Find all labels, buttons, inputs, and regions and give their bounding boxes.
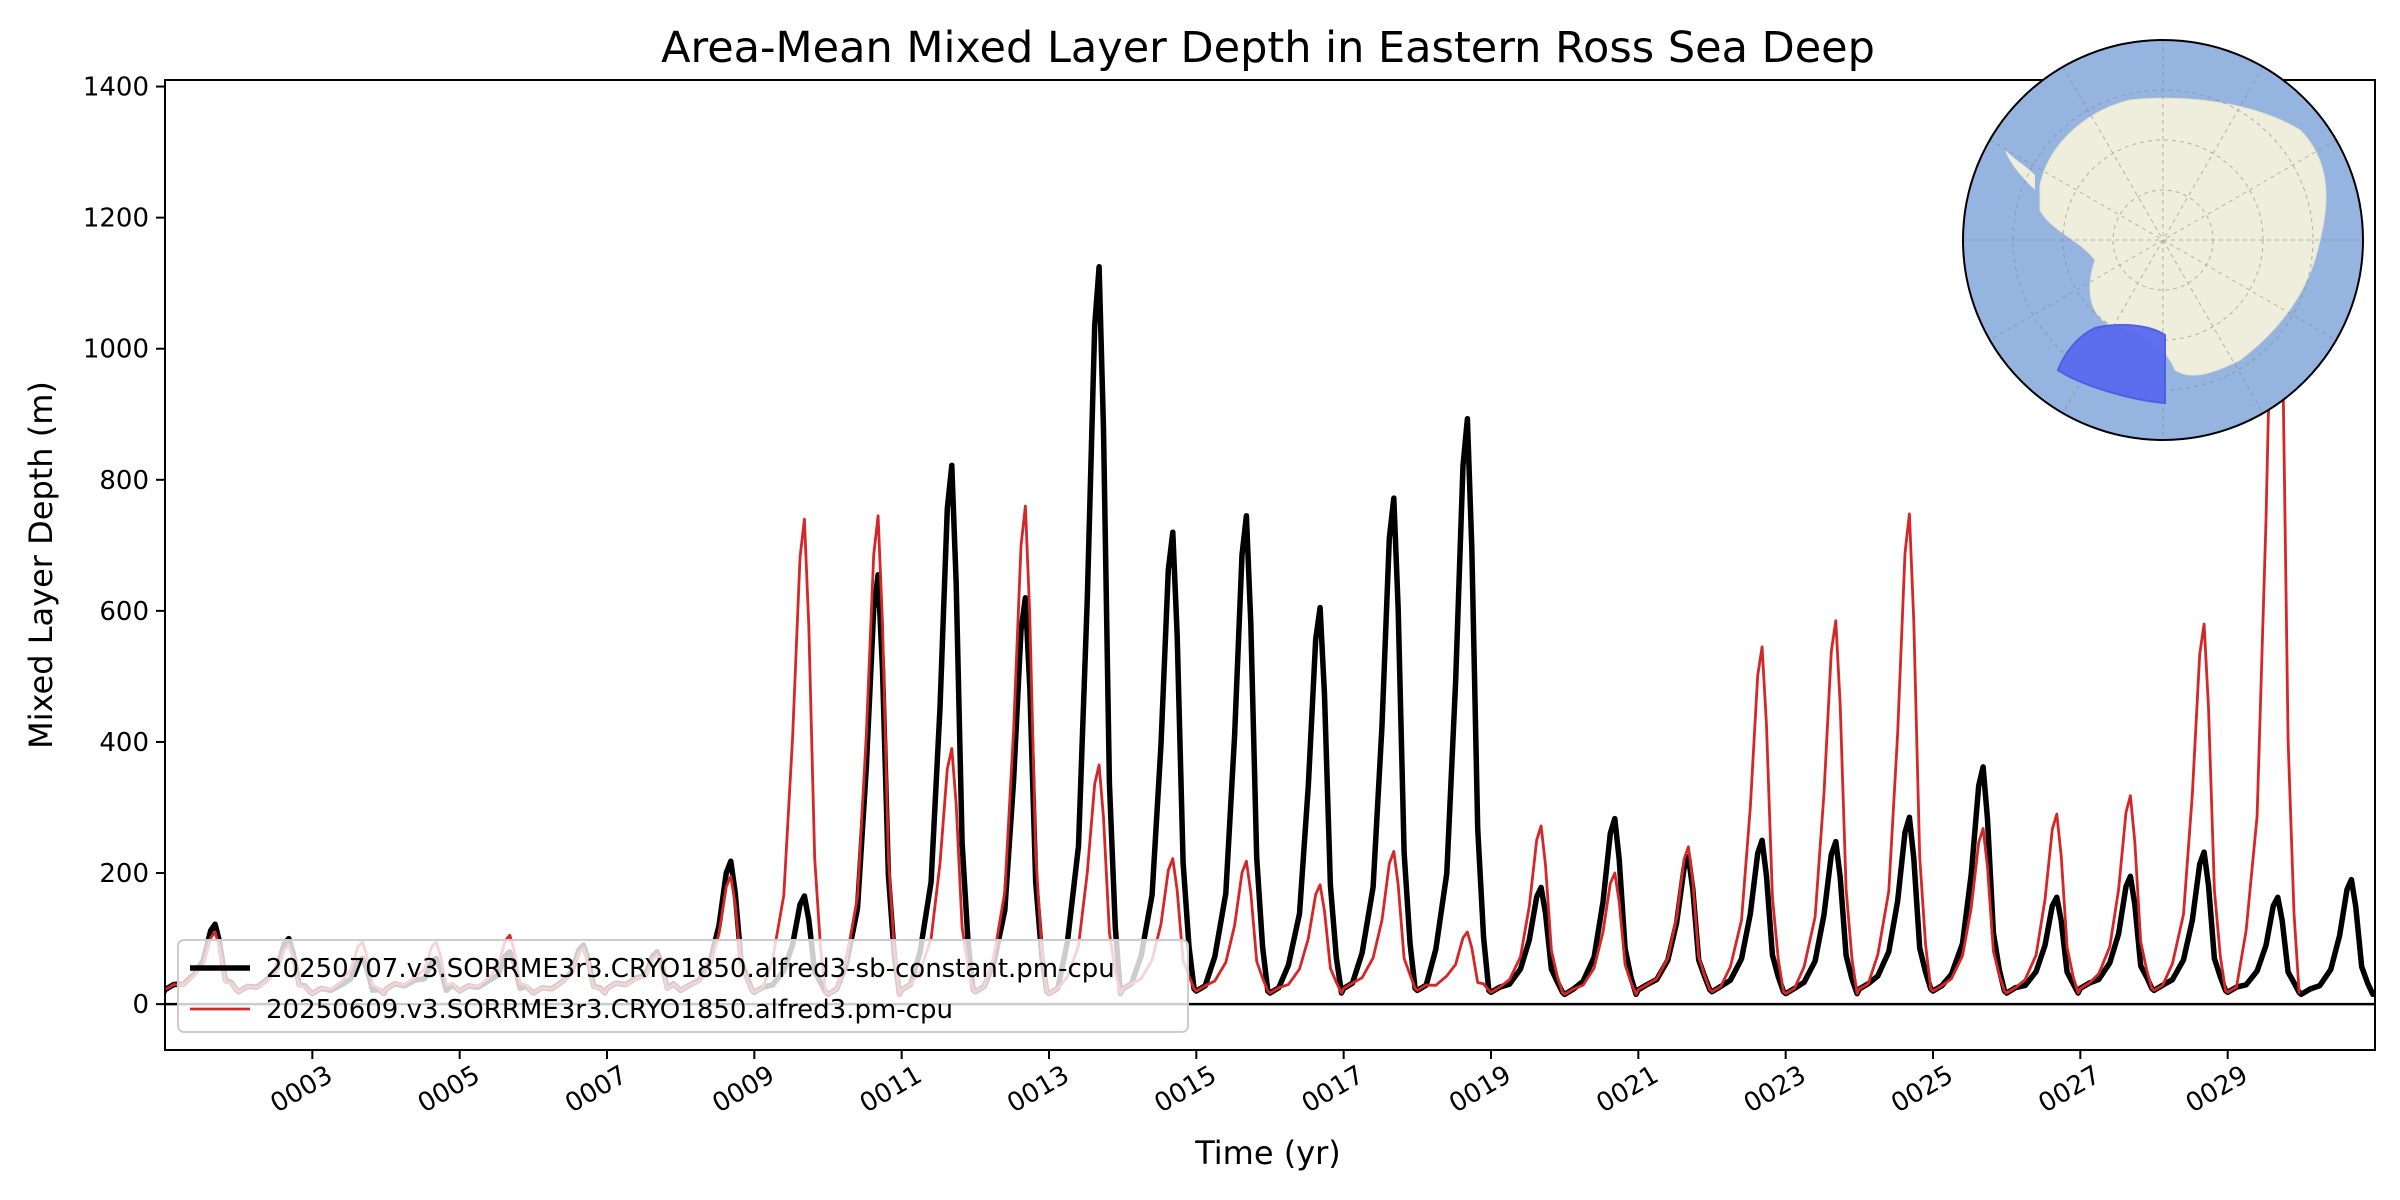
x-tick-label: 0005 [413,1060,485,1119]
x-tick-label: 0019 [1444,1060,1516,1119]
graticule-meridian [1989,139,2337,341]
map-border [1962,39,2364,441]
y-tick-label: 400 [99,728,149,758]
legend-box [177,939,1189,1033]
antarctic-peninsula [2005,150,2035,190]
x-tick-label: 0029 [2181,1060,2253,1119]
x-tick-label: 0021 [1592,1060,1664,1119]
y-tick-label: 1400 [83,73,149,103]
y-tick-label: 1200 [83,204,149,234]
graticule [1963,40,2363,440]
y-tick-label: 800 [99,466,149,496]
legend-label-2: 20250609.v3.SORRME3r3.CRYO1850.alfred3.p… [266,995,953,1025]
x-tick-label: 0013 [1002,1060,1074,1119]
y-tick-label: 600 [99,597,149,627]
chart-title: Area-Mean Mixed Layer Depth in Eastern R… [661,23,1875,73]
legend-label-1: 20250707.v3.SORRME3r3.CRYO1850.alfred3-s… [266,954,1115,984]
x-tick-label: 0027 [2034,1060,2106,1119]
y-tick-label: 1000 [83,335,149,365]
plot-frame [164,79,2376,1051]
x-tick-label: 0017 [1297,1060,1369,1119]
x-tick-label: 0011 [855,1060,927,1119]
x-tick-label: 0023 [1739,1060,1811,1119]
antarctica-landmass [2039,97,2327,376]
inset-map [1962,39,2364,441]
x-tick-label: 0009 [708,1060,780,1119]
legend: 20250707.v3.SORRME3r3.CRYO1850.alfred3-s… [177,939,1189,1033]
x-tick-label: 0003 [266,1060,338,1119]
y-axis-label: Mixed Layer Depth (m) [22,381,60,749]
x-tick-label: 0007 [560,1060,632,1119]
y-tick-label: 0 [132,990,149,1020]
y-tick-label: 200 [99,859,149,889]
x-axis-label: Time (yr) [1194,1134,1341,1172]
eastern-ross-sea-region [2056,323,2166,405]
x-tick-label: 0025 [1886,1060,1958,1119]
x-tick-label: 0015 [1150,1060,1222,1119]
